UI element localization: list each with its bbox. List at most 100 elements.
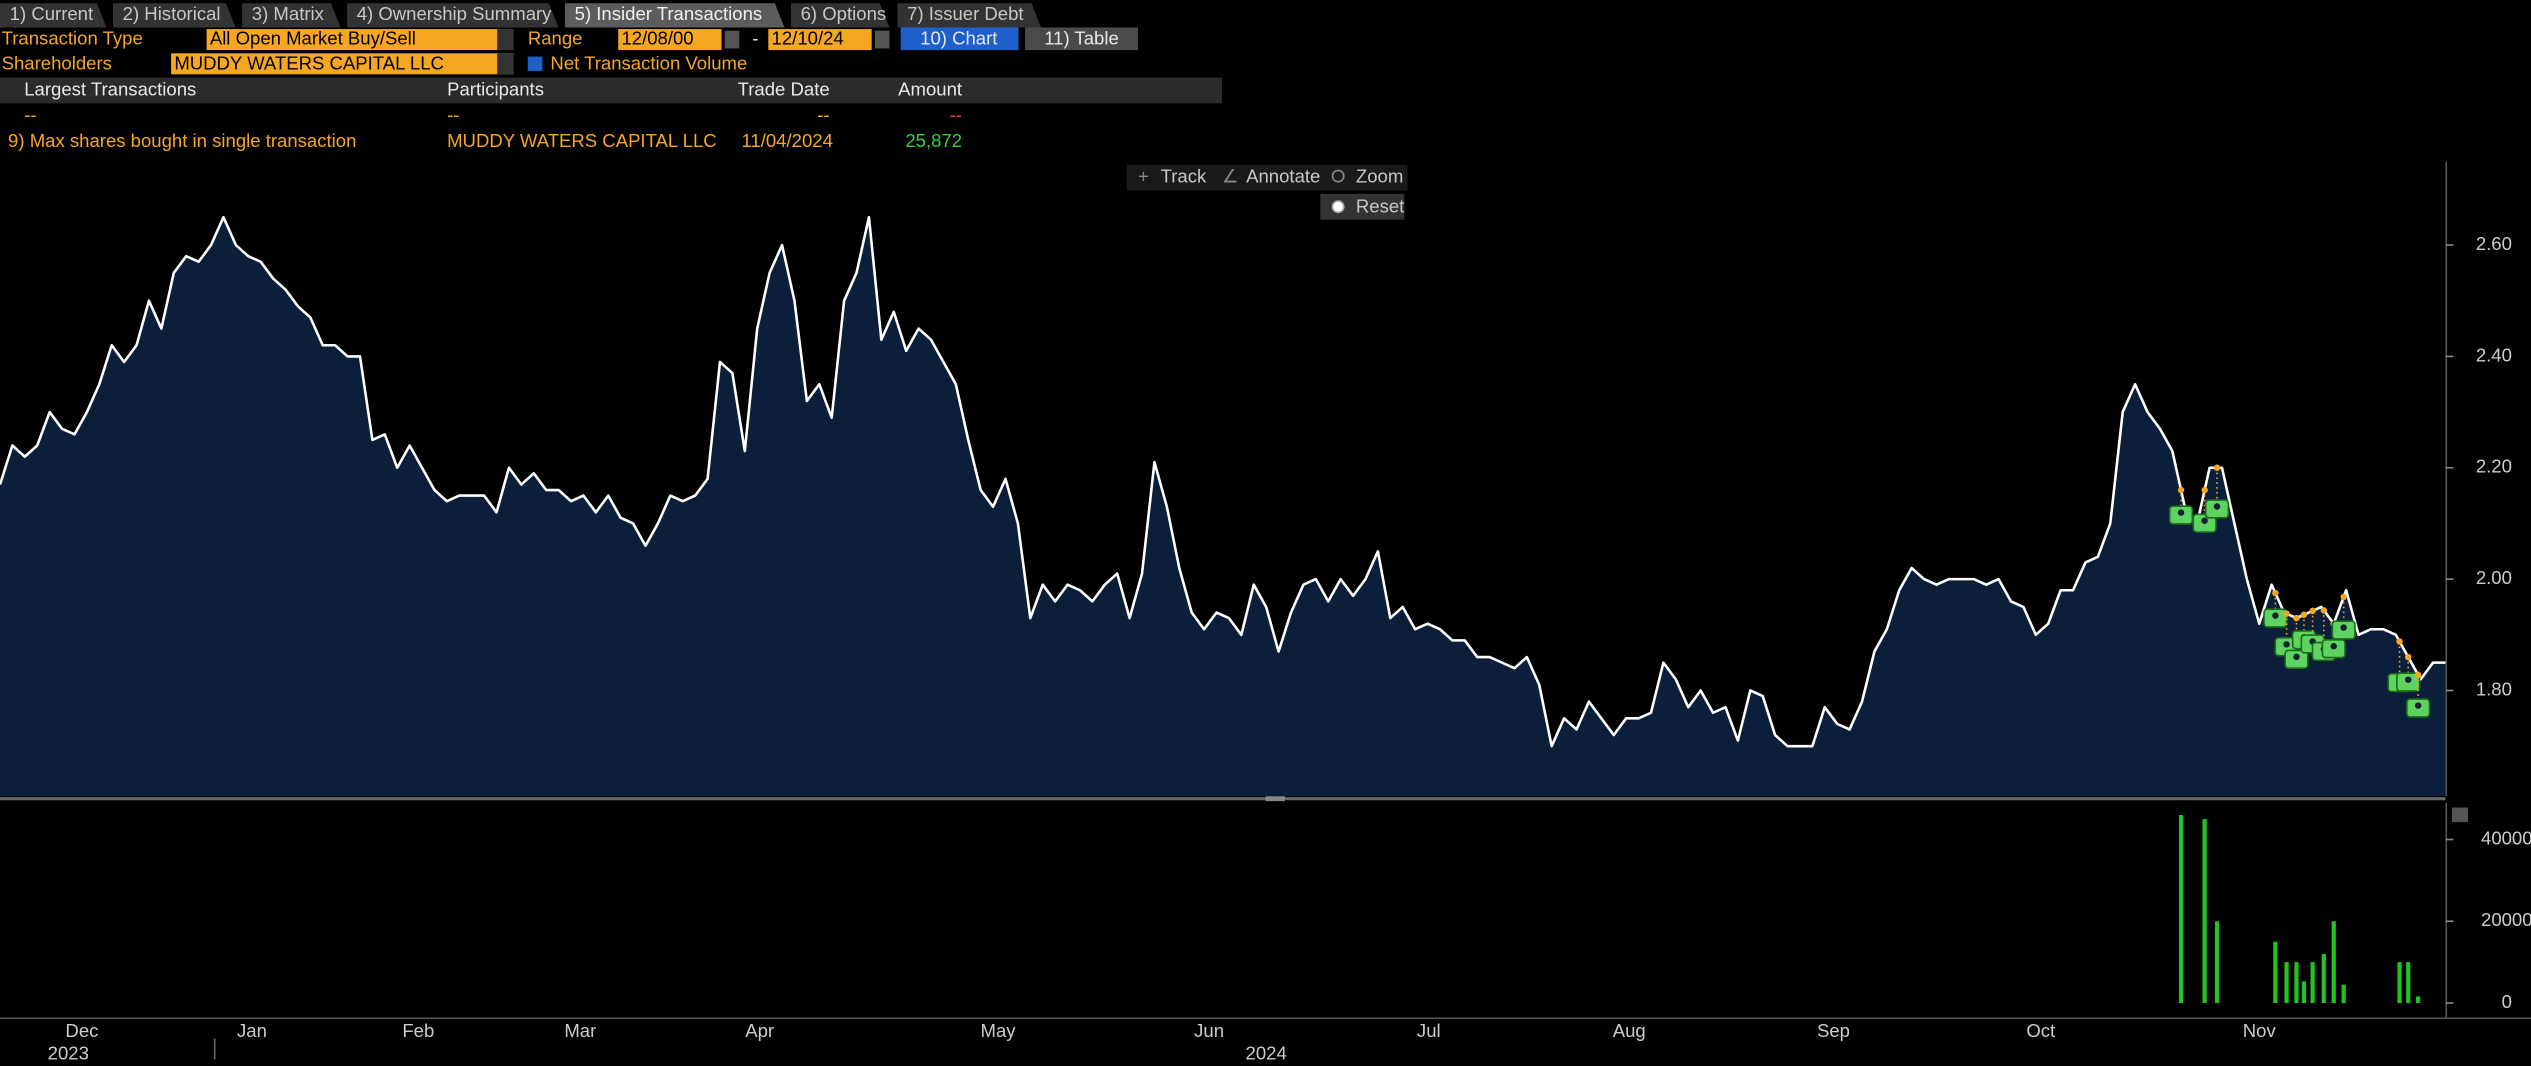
icon: + (1138, 166, 1149, 187)
x-tick-label: Jun (1194, 1020, 1224, 1041)
trade-dot (2396, 638, 2403, 645)
date-input[interactable] (768, 29, 872, 51)
dropdown[interactable] (171, 53, 514, 75)
x-tick-label: Feb (402, 1020, 434, 1041)
year-label: 2023 (48, 1043, 89, 1064)
trade-icon-dot (2404, 676, 2412, 683)
trade-dot (2293, 614, 2300, 622)
panel-menu[interactable] (2451, 807, 2469, 823)
trade-dot (2414, 671, 2422, 679)
toolbar-button[interactable]: Zoom (1356, 166, 1403, 187)
icon: ∠ (1222, 166, 1239, 187)
trade-dot (2340, 593, 2347, 601)
cell: 25,872 (905, 130, 962, 151)
trade-icon-dot (2293, 653, 2300, 661)
trade-icon-dot (2283, 641, 2290, 648)
calendar-icon[interactable] (874, 30, 890, 49)
dropdown-value[interactable]: MUDDY WATERS CAPITAL LLC (174, 53, 444, 74)
tab-label[interactable]: 4) Ownership Summary (357, 3, 552, 24)
cell: 11/04/2024 (741, 130, 832, 151)
trade-dot (2272, 589, 2279, 597)
icon (1331, 169, 1345, 183)
tab[interactable] (242, 3, 341, 28)
y-tick-label: 2.40 (2476, 344, 2512, 365)
trade-dot (2320, 607, 2328, 614)
table-header (0, 77, 1222, 104)
divider-handle[interactable] (1265, 796, 1285, 802)
chart-button[interactable] (900, 27, 1019, 51)
tab[interactable] (112, 3, 236, 28)
button-label[interactable]: 11) Table (1044, 27, 1119, 48)
label: Range (528, 27, 583, 48)
dropdown-value[interactable]: All Open Market Buy/Sell (210, 27, 416, 48)
tab[interactable] (564, 3, 785, 28)
calendar-icon[interactable] (724, 30, 740, 49)
checkbox[interactable] (527, 56, 543, 72)
tab-label[interactable]: 2) Historical (123, 3, 221, 24)
tab[interactable] (897, 3, 1042, 28)
column-header: Trade Date (738, 78, 830, 99)
x-tick-label: May (981, 1020, 1017, 1041)
toolbar-button[interactable]: Track (1161, 166, 1207, 187)
x-tick-label: Sep (1817, 1020, 1850, 1041)
button-label[interactable]: Reset (1356, 195, 1405, 216)
y-tick-label: 2.00 (2476, 567, 2512, 588)
price-line (0, 215, 2446, 748)
volume-bar (2310, 962, 2315, 1004)
volume-bar (2397, 962, 2402, 1004)
cell: -- (447, 104, 459, 125)
tab-label[interactable]: 6) Options (801, 3, 887, 24)
tab-label[interactable]: 5) Insider Transactions (575, 3, 763, 24)
tab[interactable] (347, 3, 559, 28)
dropdown-arrow[interactable] (497, 29, 514, 51)
cell: -- (817, 104, 829, 125)
tab-label[interactable]: 7) Issuer Debt (907, 3, 1024, 24)
volume-chart: 0 20000 40000 (2178, 802, 2531, 1018)
trade-dot (2309, 607, 2316, 615)
tab[interactable] (790, 3, 890, 28)
x-tick-label: Nov (2243, 1020, 2277, 1041)
trade-icon-dot (2340, 624, 2347, 631)
trade-dot (2300, 611, 2308, 618)
date-input[interactable] (618, 29, 722, 51)
trade-dot (2201, 486, 2208, 494)
trade-dot (2404, 653, 2412, 661)
checkbox-label[interactable]: Net Transaction Volume (550, 53, 747, 74)
y-tick-label: 20000 (2481, 909, 2531, 930)
tab[interactable] (0, 3, 107, 28)
volume-bar (2406, 962, 2411, 1004)
icon (1331, 200, 1345, 214)
cell: MUDDY WATERS CAPITAL LLC (447, 130, 717, 151)
dropdown-arrow[interactable] (497, 53, 514, 75)
label: Transaction Type (2, 27, 143, 48)
trade-dot (2213, 464, 2221, 471)
volume-bar (2202, 819, 2207, 1004)
button-label[interactable]: 10) Chart (920, 27, 998, 48)
y-tick-label: 1.80 (2476, 678, 2512, 699)
x-tick-label: Apr (745, 1020, 774, 1041)
trade-dot (2283, 610, 2290, 617)
toolbar-button[interactable]: Annotate (1246, 166, 1320, 187)
volume-bar (2294, 962, 2299, 1004)
volume-bar (2214, 921, 2220, 1004)
volume-bar (2284, 962, 2289, 1004)
tab-label[interactable]: 1) Current (10, 3, 94, 24)
column-header: Participants (447, 78, 544, 99)
tab-label[interactable]: 3) Matrix (252, 3, 325, 24)
toolbar (1126, 164, 1408, 191)
date-value[interactable]: 12/10/24 (772, 27, 844, 48)
table-button[interactable] (1024, 27, 1138, 51)
trade-icon-dot (2330, 643, 2337, 650)
volume-bar (2341, 984, 2346, 1004)
trade-dot (2177, 486, 2185, 494)
x-tick-label: Aug (1613, 1020, 1646, 1041)
dropdown[interactable] (206, 29, 514, 51)
x-tick-label: Jan (237, 1020, 267, 1041)
cell[interactable]: 9) Max shares bought in single transacti… (8, 130, 356, 151)
date-value[interactable]: 12/08/00 (621, 27, 693, 48)
x-tick-label: Oct (2026, 1020, 2056, 1041)
price-area (0, 217, 2446, 797)
x-tick-label: Jul (1417, 1020, 1441, 1041)
trade-icon-dot (2213, 503, 2221, 510)
volume-bar (2331, 921, 2336, 1004)
